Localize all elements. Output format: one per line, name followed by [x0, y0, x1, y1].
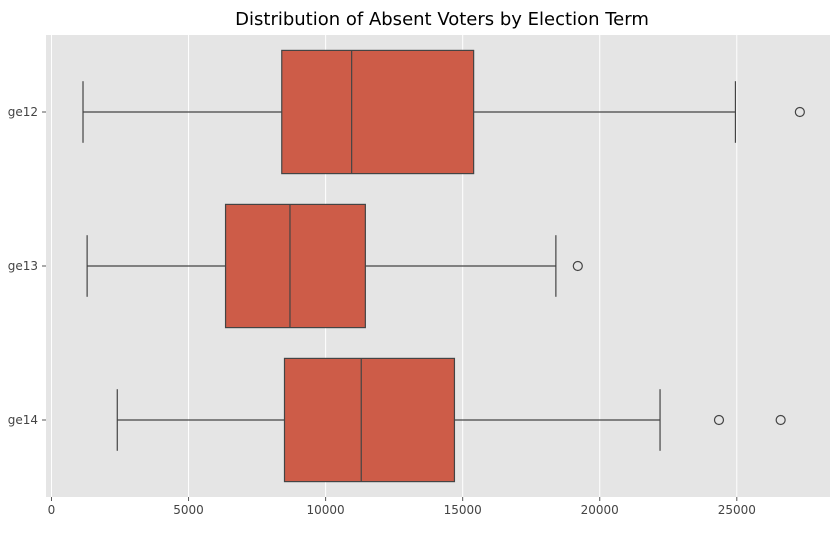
x-tick-label: 10000 — [307, 503, 345, 517]
x-tick-label: 20000 — [581, 503, 619, 517]
y-tick-label: ge13 — [8, 259, 38, 273]
outlier-point — [713, 414, 725, 426]
x-tick-label: 25000 — [718, 503, 756, 517]
y-tick-label: ge14 — [8, 413, 38, 427]
box-iqr — [224, 203, 366, 329]
box-iqr — [281, 49, 475, 175]
x-tick-label: 5000 — [173, 503, 204, 517]
outlier-point — [775, 414, 786, 426]
outlier-point — [794, 106, 805, 118]
outlier-point — [572, 260, 583, 272]
chart-title: Distribution of Absent Voters by Electio… — [235, 9, 649, 30]
x-tick-label: 15000 — [444, 503, 482, 517]
box-iqr — [283, 357, 456, 483]
y-tick-label: ge12 — [8, 105, 38, 119]
x-tick-label: 0 — [48, 503, 56, 517]
